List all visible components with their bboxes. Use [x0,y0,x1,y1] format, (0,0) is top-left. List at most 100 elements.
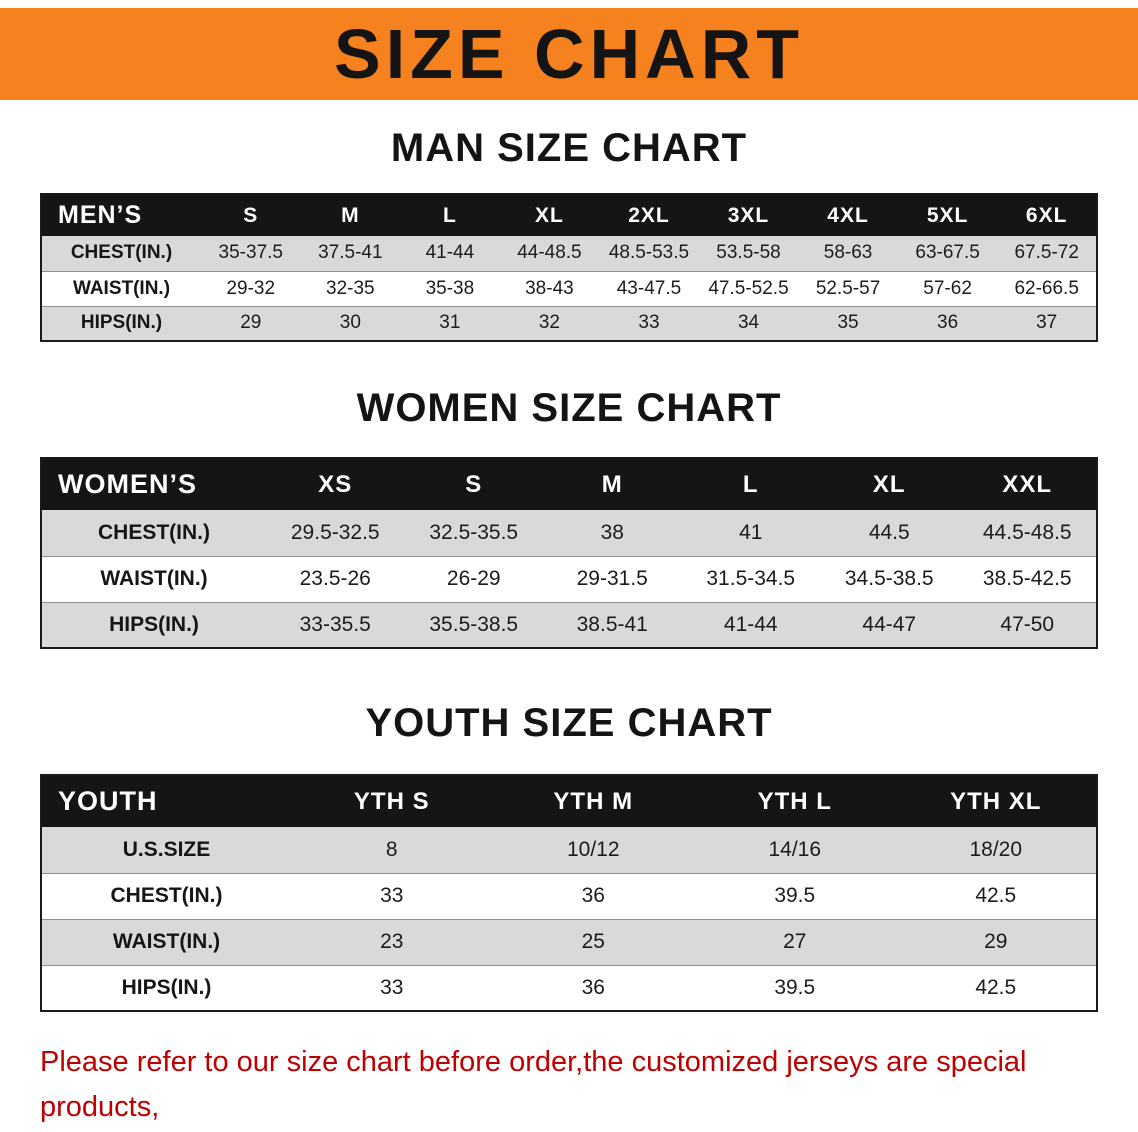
table-row: CHEST(IN.) 29.5-32.5 32.5-35.5 38 41 44.5 44.5… [41,510,1097,557]
women-section-heading: WOMEN SIZE CHART [356,386,782,430]
size-value-cell: 33 [291,873,493,920]
size-value-cell: 26-29 [404,556,543,603]
size-value-cell: 37 [997,306,1097,342]
size-value-cell: 62-66.5 [997,271,1097,307]
size-value-cell: 67.5-72 [997,236,1097,272]
table-row: U.S.SIZE 8 10/12 14/16 18/20 [41,827,1097,874]
size-value-cell: 48.5-53.5 [599,236,699,272]
row-label: HIPS(IN.) [41,965,291,1012]
size-value-cell: 35-37.5 [201,236,301,272]
size-value-cell: 14/16 [694,827,896,874]
size-column-header: 4XL [798,194,898,236]
size-value-cell: 44-47 [820,602,959,649]
size-value-cell: 23.5-26 [266,556,405,603]
disclaimer: Please refer to our size chart before or… [40,1040,1098,1132]
size-value-cell: 38.5-41 [543,602,682,649]
size-value-cell: 38 [543,510,682,557]
table-row: CHEST(IN.) 35-37.5 37.5-41 41-44 44-48.5 48.5… [41,236,1097,272]
size-column-header: 5XL [897,194,998,236]
women-table-title: WOMEN’S [41,458,266,510]
size-column-header: YTH XL [895,775,1097,827]
size-value-cell: 36 [492,965,694,1012]
size-value-cell: 31.5-34.5 [681,556,820,603]
row-label: WAIST(IN.) [41,556,266,603]
women-header-row: WOMEN’S XS S M L XL XXL [41,458,1097,510]
table-row: HIPS(IN.) 29 30 31 32 33 34 35 36 37 [41,306,1097,342]
size-column-header: 6XL [997,194,1097,236]
size-value-cell: 33-35.5 [266,602,405,649]
youth-table-title: YOUTH [41,775,291,827]
size-value-cell: 38-43 [499,271,600,307]
size-value-cell: 8 [291,827,493,874]
size-value-cell: 63-67.5 [897,236,998,272]
size-value-cell: 44.5-48.5 [958,510,1097,557]
youth-size-table: YOUTH YTH S YTH M YTH L YTH XL U.S.SIZE 8 10/1… [40,774,1098,1012]
row-label: HIPS(IN.) [41,306,201,342]
size-value-cell: 35.5-38.5 [404,602,543,649]
men-header-row: MEN’S S M L XL 2XL 3XL 4XL 5XL 6XL [41,194,1097,236]
size-value-cell: 29.5-32.5 [266,510,405,557]
size-column-header: 3XL [698,194,799,236]
size-value-cell: 27 [694,919,896,966]
size-column-header: L [681,458,820,510]
page-title: SIZE CHART [334,15,804,93]
size-value-cell: 32-35 [300,271,401,307]
men-table-body: CHEST(IN.) 35-37.5 37.5-41 41-44 44-48.5 48.5… [41,236,1097,342]
size-value-cell: 47-50 [958,602,1097,649]
size-value-cell: 33 [599,306,699,342]
table-row: HIPS(IN.) 33 36 39.5 42.5 [41,965,1097,1012]
size-column-header: S [201,194,301,236]
size-value-cell: 44-48.5 [499,236,600,272]
women-table-body: CHEST(IN.) 29.5-32.5 32.5-35.5 38 41 44.5 44.5… [41,510,1097,649]
size-column-header: M [300,194,401,236]
size-value-cell: 41-44 [681,602,820,649]
size-value-cell: 25 [492,919,694,966]
men-table-title: MEN’S [41,194,201,236]
size-value-cell: 31 [400,306,500,342]
size-value-cell: 38.5-42.5 [958,556,1097,603]
size-value-cell: 35-38 [400,271,500,307]
size-value-cell: 47.5-52.5 [698,271,799,307]
size-column-header: YTH S [291,775,493,827]
size-value-cell: 29 [895,919,1097,966]
size-chart-banner: SIZE CHART [0,8,1138,100]
size-column-header: YTH M [492,775,694,827]
size-value-cell: 36 [492,873,694,920]
size-value-cell: 29-31.5 [543,556,682,603]
row-label: CHEST(IN.) [41,236,201,272]
size-column-header: XL [820,458,959,510]
youth-header-row: YOUTH YTH S YTH M YTH L YTH XL [41,775,1097,827]
size-column-header: XS [266,458,405,510]
row-label: WAIST(IN.) [41,919,291,966]
youth-section-heading: YOUTH SIZE CHART [365,701,773,745]
size-value-cell: 41-44 [400,236,500,272]
size-value-cell: 18/20 [895,827,1097,874]
size-value-cell: 32 [499,306,600,342]
size-value-cell: 10/12 [492,827,694,874]
youth-table-body: U.S.SIZE 8 10/12 14/16 18/20 CHEST(IN.) 33 36 39… [41,827,1097,1012]
size-value-cell: 32.5-35.5 [404,510,543,557]
size-value-cell: 39.5 [694,965,896,1012]
size-value-cell: 35 [798,306,898,342]
size-value-cell: 41 [681,510,820,557]
women-size-table: WOMEN’S XS S M L XL XXL CHEST(IN.) 29.5-32.5 32.… [40,457,1098,649]
size-value-cell: 33 [291,965,493,1012]
size-value-cell: 36 [897,306,998,342]
row-label: U.S.SIZE [41,827,291,874]
size-column-header: XL [499,194,600,236]
row-label: CHEST(IN.) [41,873,291,920]
men-section-heading: MAN SIZE CHART [390,126,748,170]
size-column-header: 2XL [599,194,699,236]
size-value-cell: 30 [300,306,401,342]
table-row: WAIST(IN.) 23.5-26 26-29 29-31.5 31.5-34.5 34… [41,556,1097,603]
size-value-cell: 42.5 [895,873,1097,920]
size-value-cell: 52.5-57 [798,271,898,307]
size-value-cell: 34 [698,306,799,342]
size-column-header: L [400,194,500,236]
row-label: CHEST(IN.) [41,510,266,557]
size-value-cell: 44.5 [820,510,959,557]
size-value-cell: 42.5 [895,965,1097,1012]
size-value-cell: 58-63 [798,236,898,272]
size-value-cell: 57-62 [897,271,998,307]
disclaimer-line-1: Please refer to our size chart before or… [40,1046,1027,1123]
